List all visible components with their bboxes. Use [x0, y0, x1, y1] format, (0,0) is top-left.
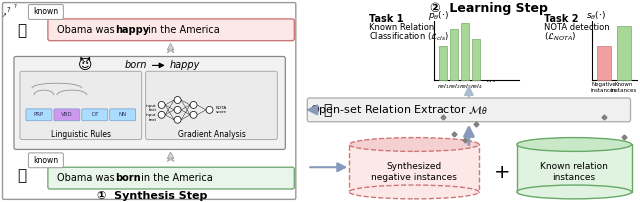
Circle shape	[158, 111, 165, 118]
Text: ①  Synthesis Step: ① Synthesis Step	[97, 191, 208, 201]
Circle shape	[174, 97, 181, 103]
Text: Known Relation: Known Relation	[369, 23, 435, 32]
Text: ②  Learning Step: ② Learning Step	[430, 2, 548, 15]
Text: ?: ?	[13, 4, 17, 8]
Ellipse shape	[516, 185, 632, 199]
Circle shape	[174, 116, 181, 123]
Text: Task 2: Task 2	[544, 14, 578, 24]
Text: DT: DT	[91, 112, 99, 117]
FancyBboxPatch shape	[28, 153, 63, 168]
FancyBboxPatch shape	[54, 109, 80, 121]
Text: born: born	[115, 173, 140, 183]
Text: +: +	[493, 163, 510, 182]
Bar	[439, 46, 447, 80]
FancyBboxPatch shape	[26, 109, 52, 121]
FancyBboxPatch shape	[82, 109, 108, 121]
Bar	[461, 23, 469, 80]
Text: ($\mathcal{L}_{NOTA}$): ($\mathcal{L}_{NOTA}$)	[544, 31, 577, 43]
Text: in the America: in the America	[145, 25, 220, 35]
Text: ?: ?	[6, 7, 10, 13]
Text: $rel_2$: $rel_2$	[448, 82, 460, 91]
FancyBboxPatch shape	[307, 98, 630, 122]
Text: PRP: PRP	[34, 112, 44, 117]
Text: NOTA detection: NOTA detection	[544, 23, 609, 32]
Text: Synthesized
negative instances: Synthesized negative instances	[371, 162, 457, 182]
Bar	[596, 46, 611, 80]
FancyBboxPatch shape	[20, 71, 141, 140]
Text: $rel_3$: $rel_3$	[459, 82, 471, 91]
Text: Known relation
instances: Known relation instances	[540, 162, 608, 182]
Ellipse shape	[349, 138, 479, 152]
Ellipse shape	[349, 185, 479, 199]
Text: happy: happy	[170, 60, 200, 70]
Text: happy: happy	[115, 25, 149, 35]
Circle shape	[206, 106, 213, 113]
Text: 🍺: 🍺	[17, 23, 26, 38]
Text: Obama was: Obama was	[57, 25, 118, 35]
Text: 🍺: 🍺	[17, 169, 26, 184]
Bar	[472, 39, 480, 80]
Text: Obama was: Obama was	[57, 173, 118, 183]
FancyBboxPatch shape	[146, 71, 277, 140]
Text: Known
instances: Known instances	[611, 82, 637, 93]
Text: $rel_1$: $rel_1$	[436, 82, 449, 91]
Text: $rel_4$: $rel_4$	[470, 82, 482, 91]
Text: Task 1: Task 1	[369, 14, 404, 24]
FancyBboxPatch shape	[3, 3, 296, 199]
Circle shape	[174, 106, 181, 113]
Circle shape	[190, 101, 197, 108]
Text: input
text: input text	[146, 114, 157, 122]
Text: Open-set Relation Extractor $\mathcal{M}_{\theta}$: Open-set Relation Extractor $\mathcal{M}…	[310, 103, 488, 117]
FancyBboxPatch shape	[48, 167, 294, 189]
Text: Classification ($\mathcal{L}_{cls}$): Classification ($\mathcal{L}_{cls}$)	[369, 31, 449, 43]
Text: born: born	[125, 60, 147, 70]
Text: VBD: VBD	[61, 112, 73, 117]
Text: NOTA
score: NOTA score	[216, 106, 227, 114]
Text: input
text: input text	[146, 104, 157, 112]
Bar	[616, 26, 630, 80]
Text: ↗: ↗	[2, 14, 6, 18]
Circle shape	[158, 101, 165, 108]
Text: 😈: 😈	[77, 58, 92, 72]
Text: known: known	[33, 7, 58, 17]
Ellipse shape	[516, 138, 632, 152]
Text: ...: ...	[485, 74, 496, 84]
FancyBboxPatch shape	[14, 57, 285, 149]
FancyBboxPatch shape	[28, 5, 63, 19]
Bar	[450, 29, 458, 80]
Text: Gradient Analysis: Gradient Analysis	[177, 130, 246, 139]
FancyBboxPatch shape	[48, 19, 294, 41]
Circle shape	[190, 111, 197, 118]
Text: $p_{\theta}(\cdot)$: $p_{\theta}(\cdot)$	[429, 9, 449, 22]
Text: $s_{\theta}(\cdot)$: $s_{\theta}(\cdot)$	[586, 10, 605, 22]
Text: known: known	[33, 156, 58, 165]
Text: 🎓: 🎓	[323, 103, 332, 117]
FancyBboxPatch shape	[109, 109, 136, 121]
Bar	[349, 144, 479, 192]
Bar	[516, 144, 632, 192]
Text: in the America: in the America	[138, 173, 212, 183]
Text: Negative
instances: Negative instances	[591, 82, 617, 93]
Text: NN: NN	[118, 112, 127, 117]
Text: Linguistic Rules: Linguistic Rules	[51, 130, 111, 139]
